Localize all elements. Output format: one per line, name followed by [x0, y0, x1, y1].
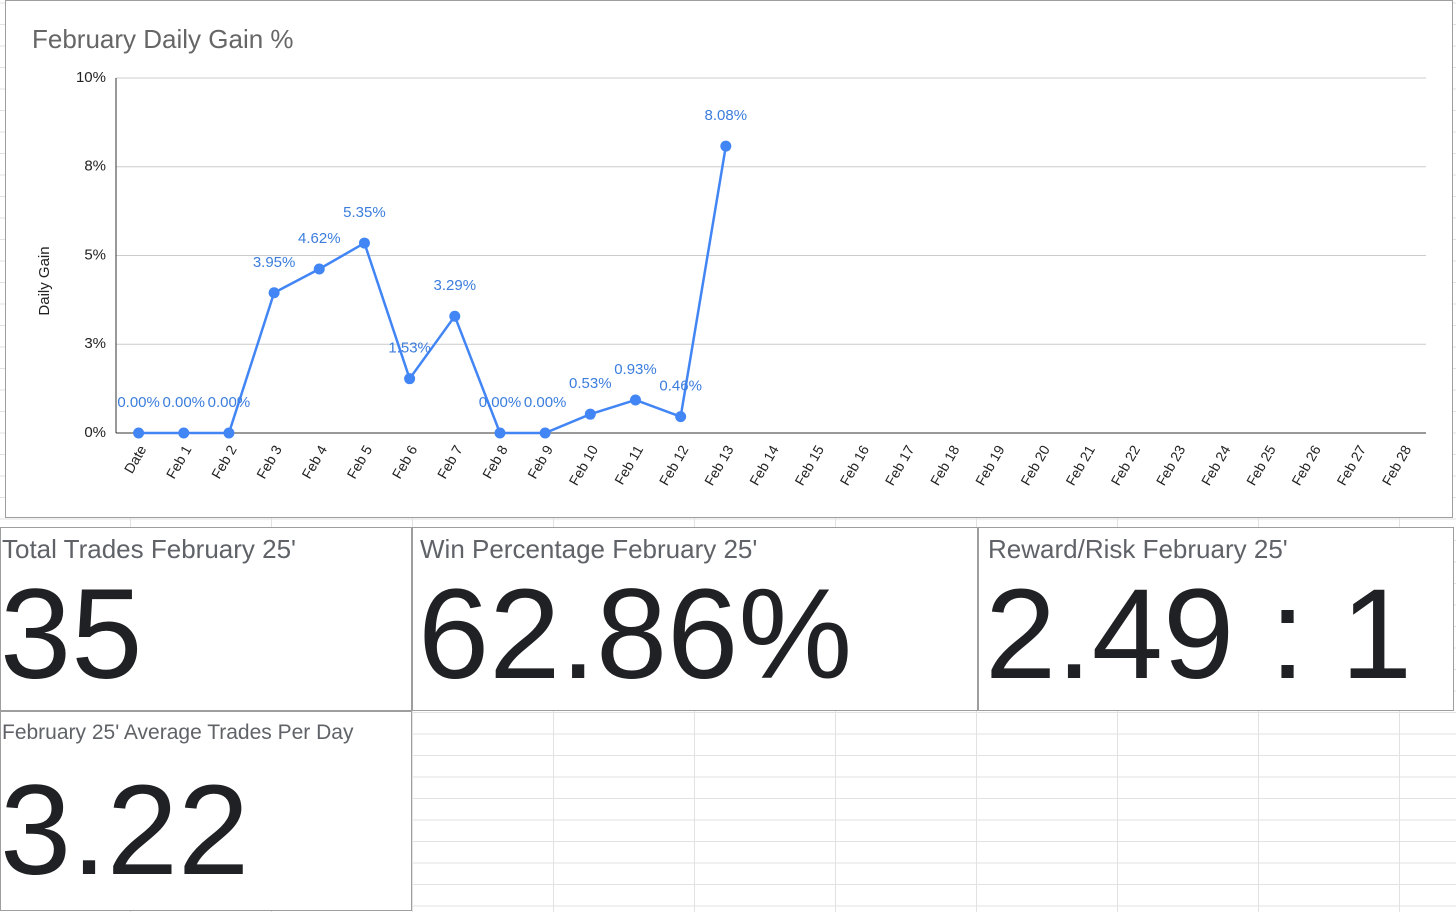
point — [629, 394, 641, 406]
point — [178, 427, 190, 439]
data-label: 3.29% — [434, 277, 477, 294]
y-tick-label: 10% — [76, 69, 106, 86]
data-label: 1.53% — [388, 340, 431, 357]
point — [313, 263, 325, 275]
chart-title: February Daily Gain % — [32, 24, 294, 54]
point — [223, 427, 235, 439]
scorecard-label: Win Percentage February 25' — [420, 534, 757, 564]
data-label: 0.53% — [569, 375, 612, 392]
scorecard-label: Total Trades February 25' — [2, 534, 296, 564]
point — [133, 427, 145, 439]
y-tick-label: 8% — [84, 158, 106, 175]
y-tick-label: 3% — [84, 335, 106, 352]
point — [675, 411, 687, 423]
data-label: 8.08% — [705, 107, 748, 124]
scorecard — [412, 527, 978, 711]
point — [268, 287, 280, 299]
point — [358, 237, 370, 249]
scorecard — [0, 527, 412, 711]
chart-frame — [5, 0, 1453, 518]
scorecard — [0, 711, 412, 911]
y-tick-label: 5% — [84, 246, 106, 263]
data-label: 0.93% — [614, 361, 657, 378]
data-label: 4.62% — [298, 230, 341, 247]
y-axis-label: Daily Gain — [36, 246, 53, 315]
point — [539, 427, 551, 439]
point — [584, 408, 596, 420]
point — [449, 310, 461, 322]
data-label: 0.00% — [524, 394, 567, 411]
scorecard-label: February 25' Average Trades Per Day — [2, 721, 354, 744]
data-label: 0.00% — [208, 394, 251, 411]
data-label: 0.46% — [659, 378, 702, 395]
scorecard-value: 35 — [0, 563, 142, 706]
data-label: 5.35% — [343, 204, 386, 221]
scorecard-value: 2.49 : 1 — [985, 563, 1412, 706]
data-label: 0.00% — [117, 394, 160, 411]
point — [494, 427, 506, 439]
data-label: 0.00% — [479, 394, 522, 411]
line — [138, 145, 728, 435]
scorecard — [978, 527, 1454, 711]
scorecard-value: 3.22 — [0, 759, 249, 902]
point — [720, 140, 732, 152]
data-label: 0.00% — [162, 394, 205, 411]
data-label: 3.95% — [253, 254, 296, 271]
scorecard-value: 62.86% — [418, 563, 852, 706]
scorecard-label: Reward/Risk February 25' — [988, 534, 1288, 564]
y-tick-label: 0% — [84, 424, 106, 441]
point — [404, 373, 416, 385]
